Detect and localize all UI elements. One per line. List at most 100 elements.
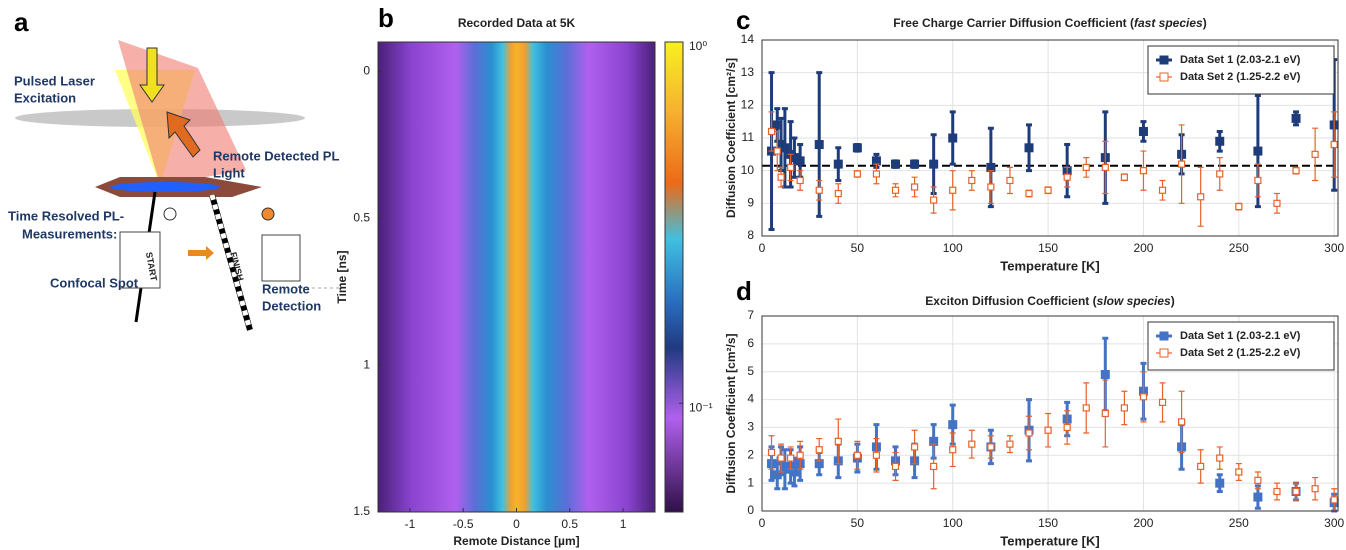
y-tick-label: 12 xyxy=(741,98,755,112)
panel-label: b xyxy=(378,3,394,33)
x-axis-label: Remote Distance [µm] xyxy=(453,534,579,548)
chart-title: Exciton Diffusion Coefficient (slow spec… xyxy=(925,294,1174,308)
marker xyxy=(968,176,976,185)
x-tick-label: 150 xyxy=(1038,241,1058,255)
y-tick-label: 10 xyxy=(741,163,755,177)
marker xyxy=(1178,418,1186,426)
marker xyxy=(949,186,957,194)
marker xyxy=(1158,186,1167,194)
marker xyxy=(833,159,843,169)
marker xyxy=(986,162,996,172)
marker xyxy=(814,140,824,150)
marker xyxy=(1215,136,1225,146)
marker xyxy=(1100,370,1110,379)
marker xyxy=(773,147,781,155)
marker xyxy=(1253,492,1263,502)
marker xyxy=(1120,404,1128,412)
marker xyxy=(787,163,795,171)
marker xyxy=(910,159,920,169)
marker xyxy=(834,189,842,198)
marker xyxy=(891,462,900,471)
marker xyxy=(1025,189,1033,198)
marker xyxy=(891,159,901,169)
y-axis-label: Diffusion Coefficient [cm²/s] xyxy=(724,58,738,218)
marker xyxy=(1291,113,1301,123)
x-tick-label: 0 xyxy=(759,516,766,530)
y-tick-label: 0 xyxy=(363,64,370,78)
marker xyxy=(1006,440,1014,448)
heatmap xyxy=(378,42,655,512)
diagram-label: Detection xyxy=(262,298,321,313)
y-tick-label: 6 xyxy=(747,336,754,350)
x-axis-label: Temperature [K] xyxy=(1000,258,1099,273)
legend-label: Data Set 1 (2.03-2.1 eV) xyxy=(1180,54,1301,66)
marker xyxy=(789,153,799,163)
marker xyxy=(1024,143,1034,153)
marker xyxy=(1082,163,1090,171)
x-tick-label: 100 xyxy=(943,516,963,530)
y-tick-label: 13 xyxy=(741,65,755,79)
marker xyxy=(815,186,823,194)
marker xyxy=(872,451,881,459)
x-tick-label: 50 xyxy=(851,516,865,530)
marker xyxy=(1292,167,1300,175)
marker xyxy=(910,183,919,191)
diagram-label: Remote Detected PL xyxy=(213,148,339,163)
marker xyxy=(872,170,881,178)
x-tick-label: 150 xyxy=(1038,516,1058,530)
marker xyxy=(1138,126,1148,136)
marker xyxy=(1330,496,1338,504)
y-tick-label: 1.5 xyxy=(353,504,370,518)
marker xyxy=(853,170,861,178)
marker xyxy=(929,159,939,169)
marker xyxy=(795,156,805,166)
marker xyxy=(1197,462,1205,471)
x-tick-label: 200 xyxy=(1133,241,1153,255)
marker xyxy=(796,451,804,459)
marker xyxy=(1216,454,1224,462)
marker xyxy=(815,446,823,454)
x-tick-label: 300 xyxy=(1324,241,1344,255)
diagram-label: Excitation xyxy=(14,90,76,105)
panel-label: c xyxy=(736,5,750,35)
y-tick-label: 1 xyxy=(747,475,754,489)
marker xyxy=(814,459,824,469)
marker xyxy=(772,470,782,480)
diagram-label: Time Resolved PL- xyxy=(8,208,124,223)
y-tick-label: 7 xyxy=(747,308,754,322)
chart-title: Free Charge Carrier Diffusion Coefficien… xyxy=(893,16,1206,30)
marker xyxy=(1120,173,1128,181)
y-tick-label: 8 xyxy=(747,228,754,242)
diagram-label: Measurements: xyxy=(22,226,117,241)
marker xyxy=(929,436,939,446)
x-tick-label: 300 xyxy=(1324,516,1344,530)
x-axis-label: Temperature [K] xyxy=(1000,533,1099,548)
y-tick-label: 9 xyxy=(747,196,754,210)
y-tick-label: 14 xyxy=(741,32,755,46)
diagram-label: Light xyxy=(213,165,245,180)
legend-swatch xyxy=(1159,72,1169,82)
marker xyxy=(1253,146,1263,156)
title-part: fast species xyxy=(1134,16,1203,30)
marker xyxy=(1273,487,1281,496)
x-tick-label: 50 xyxy=(851,241,865,255)
marker xyxy=(1292,487,1300,496)
colorbar xyxy=(664,41,684,513)
marker xyxy=(1216,170,1224,178)
marker xyxy=(1178,160,1186,168)
marker xyxy=(780,143,790,153)
marker xyxy=(1101,163,1109,171)
y-tick-label: 0.5 xyxy=(353,210,370,224)
y-axis-label: Time [ns] xyxy=(335,250,349,303)
title-part: Exciton Diffusion Coefficient ( xyxy=(925,294,1096,308)
marker xyxy=(891,186,900,194)
legend-box xyxy=(1147,321,1335,371)
colorbar-tick-label: 10⁻¹ xyxy=(689,400,713,414)
panel-label: d xyxy=(736,276,752,306)
y-tick-label: 4 xyxy=(747,392,754,406)
colorbar-tick-label: 10⁰ xyxy=(689,39,707,53)
y-tick-label: 1 xyxy=(363,357,370,371)
marker xyxy=(852,143,862,153)
marker xyxy=(772,120,782,130)
